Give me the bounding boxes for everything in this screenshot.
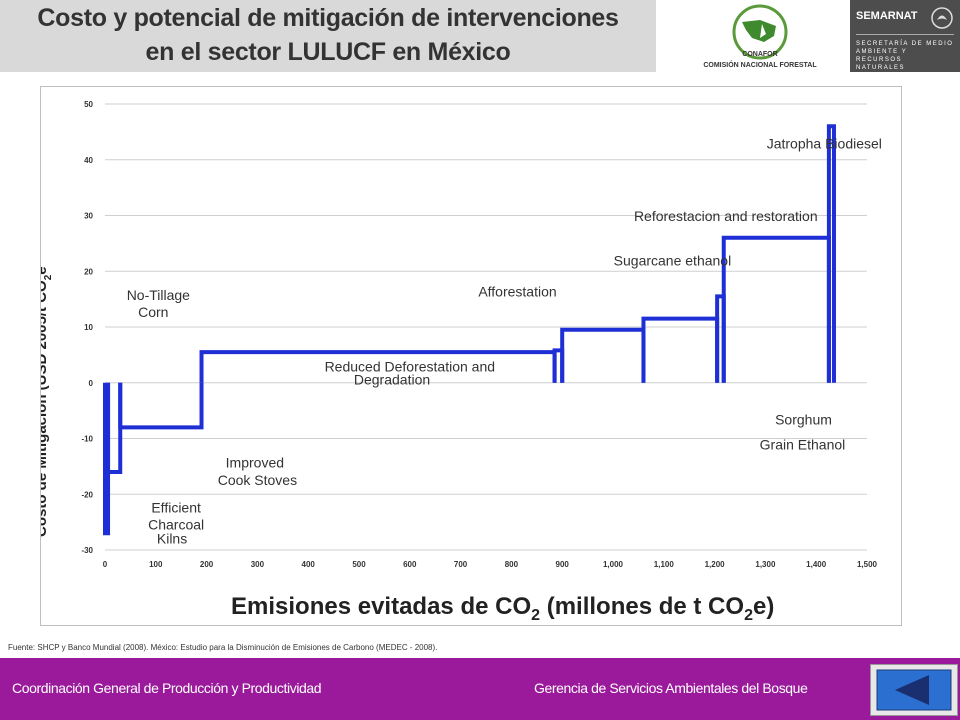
conafor-logo: CONAFOR COMISIÓN NACIONAL FORESTAL [690, 2, 830, 74]
intervention-label: No-Tillage [127, 287, 190, 303]
x-tick-label: 900 [556, 560, 570, 569]
x-tick-label: 1,400 [806, 560, 827, 569]
x-tick-label: 400 [302, 560, 316, 569]
y-tick-label: 50 [84, 100, 93, 109]
x-tick-label: 800 [505, 560, 519, 569]
back-button[interactable] [870, 664, 958, 716]
x-tick-label: 1,100 [654, 560, 675, 569]
x-axis-label: Emisiones evitadas de CO2 (millones de t… [231, 593, 774, 624]
intervention-label: Jatropha Biodiesel [767, 136, 882, 152]
intervention-label: Improved [226, 454, 284, 470]
y-tick-label: 30 [84, 212, 93, 221]
cost-step [560, 327, 646, 383]
semarnat-logo: SEMARNAT SECRETARÍA DE MEDIO AMBIENTE Y … [850, 0, 960, 72]
y-tick-label: 0 [89, 379, 94, 388]
cost-step [118, 382, 204, 430]
x-tick-label: 500 [352, 560, 366, 569]
source-note: Fuente: SHCP y Banco Mundial (2008). Méx… [8, 643, 438, 652]
x-tick-label: 1,000 [603, 560, 624, 569]
x-tick-label: 1,500 [857, 560, 878, 569]
x-tick-label: 300 [251, 560, 265, 569]
intervention-label: Efficient [151, 500, 201, 516]
x-tick-label: 1,200 [705, 560, 726, 569]
intervention-label: Reforestacion and restoration [634, 208, 818, 224]
y-tick-label: -10 [81, 435, 93, 444]
x-tick-label: 200 [200, 560, 214, 569]
x-tick-label: 1,300 [755, 560, 776, 569]
cost-step [641, 316, 720, 383]
x-tick-label: 700 [454, 560, 468, 569]
intervention-label: Reduced Deforestation and [325, 359, 495, 375]
intervention-label: Afforestation [478, 283, 556, 299]
back-arrow-icon [876, 669, 952, 711]
x-tick-label: 0 [103, 560, 108, 569]
cost-step [826, 124, 836, 383]
page-title-line2: en el sector LULUCF en México [145, 38, 511, 66]
intervention-label: Kilns [157, 530, 187, 546]
y-tick-label: -30 [81, 546, 93, 555]
mexico-map-icon: CONAFOR [732, 4, 788, 60]
y-axis-label: Costo de Mitigación (USD 2005/t CO2e [41, 266, 54, 537]
footer: Coordinación General de Producción y Pro… [0, 658, 960, 720]
conafor-label: CONAFOR [742, 51, 777, 58]
mexico-crest-icon [931, 7, 953, 29]
intervention-label: Sorghum [775, 412, 832, 428]
chart: -30 -20 -10 0 10 20 30 40 50 0 100 200 300 400 500 600… [41, 100, 882, 624]
semarnat-subtitle: SECRETARÍA DE MEDIO AMBIENTE Y RECURSOS … [856, 41, 954, 71]
y-tick-label: 40 [84, 156, 93, 165]
x-tick-label: 100 [149, 560, 163, 569]
intervention-label: Grain Ethanol [760, 437, 846, 453]
cost-step [721, 235, 831, 383]
footer-right-text: Gerencia de Servicios Ambientales del Bo… [534, 680, 808, 696]
y-tick-label: 10 [84, 323, 93, 332]
x-tick-label: 600 [403, 560, 417, 569]
footer-left-text: Coordinación General de Producción y Pro… [12, 680, 322, 696]
intervention-label: Degradation [354, 371, 430, 387]
y-tick-label: 20 [84, 267, 93, 276]
page-title-line1: Costo y potencial de mitigación de inter… [37, 4, 619, 32]
intervention-label: Sugarcane ethanol [614, 253, 732, 269]
intervention-label: Charcoal [148, 516, 204, 532]
y-tick-label: -20 [81, 490, 93, 499]
intervention-label: Cook Stoves [218, 472, 297, 488]
chart-frame: -30 -20 -10 0 10 20 30 40 50 0 100 200 300 400 500 600… [40, 86, 902, 626]
semarnat-label: SEMARNAT [856, 10, 918, 22]
semarnat-divider [856, 34, 954, 35]
title-bar: Costo y potencial de mitigación de inter… [0, 0, 656, 72]
conafor-name: COMISIÓN NACIONAL FORESTAL [703, 62, 817, 69]
intervention-label: Corn [138, 304, 168, 320]
